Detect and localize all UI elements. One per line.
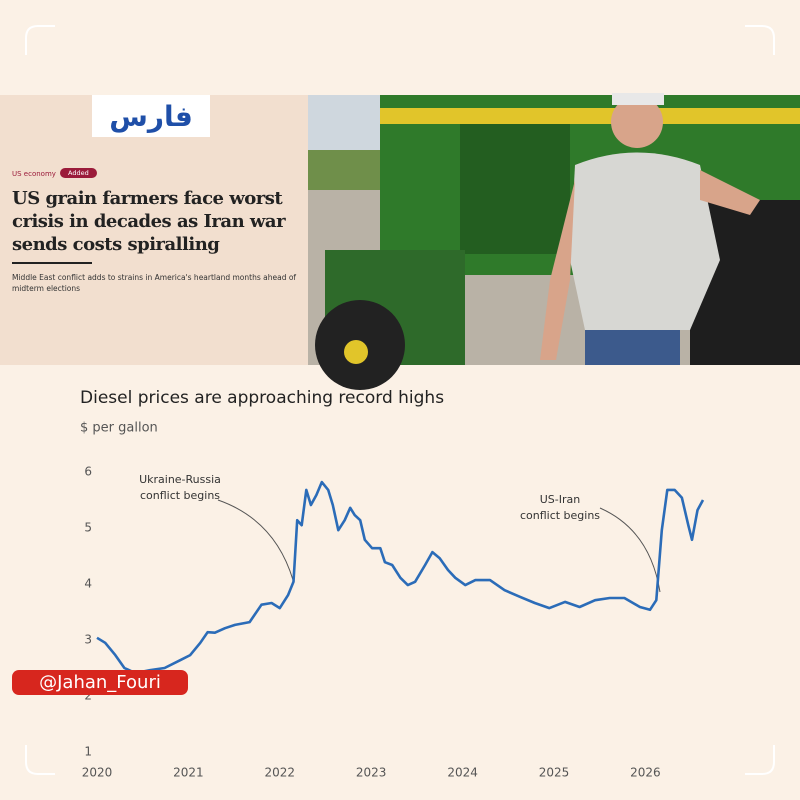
x-tick-label: 2021 bbox=[173, 766, 204, 780]
x-tick-label: 2024 bbox=[447, 766, 478, 780]
x-tick-label: 2026 bbox=[630, 766, 661, 780]
headline: US grain farmers face worst crisis in de… bbox=[12, 188, 286, 255]
watermark: @Jahan_Fouri bbox=[12, 670, 188, 695]
y-tick-label: 4 bbox=[84, 577, 92, 591]
section-label[interactable]: US economy bbox=[12, 170, 56, 178]
annotation-leader bbox=[599, 507, 661, 593]
y-tick-label: 6 bbox=[84, 465, 92, 479]
text-panel: فارس US economy Added US grain farmers f… bbox=[0, 95, 308, 365]
data-line bbox=[96, 480, 705, 675]
x-tick-label: 2022 bbox=[265, 766, 296, 780]
chart-subtitle: $ per gallon bbox=[80, 421, 158, 436]
annotation-leader bbox=[217, 499, 294, 581]
badge[interactable]: Added bbox=[60, 168, 97, 178]
standfirst: Middle East conflict adds to strains in … bbox=[12, 273, 297, 293]
y-tick-label: 2 bbox=[84, 689, 92, 703]
x-tick-label: 2023 bbox=[356, 766, 387, 780]
logo: فارس bbox=[92, 95, 210, 137]
annotation: conflict begins bbox=[520, 509, 600, 522]
annotation: Ukraine-Russia bbox=[139, 473, 221, 486]
x-tick-label: 2025 bbox=[539, 766, 570, 780]
photo bbox=[308, 93, 800, 390]
corner-marks bbox=[25, 25, 775, 775]
annotation: conflict begins bbox=[140, 489, 220, 502]
y-tick-label: 5 bbox=[84, 521, 92, 535]
x-tick-label: 2020 bbox=[82, 766, 113, 780]
rule bbox=[12, 262, 92, 264]
article-header: فارس US economy Added US grain farmers f… bbox=[0, 95, 800, 365]
y-tick-label: 3 bbox=[84, 633, 92, 647]
y-tick-label: 1 bbox=[84, 745, 92, 759]
annotation: US-Iran bbox=[540, 493, 581, 506]
chart-title: Diesel prices are approaching record hig… bbox=[80, 388, 444, 408]
